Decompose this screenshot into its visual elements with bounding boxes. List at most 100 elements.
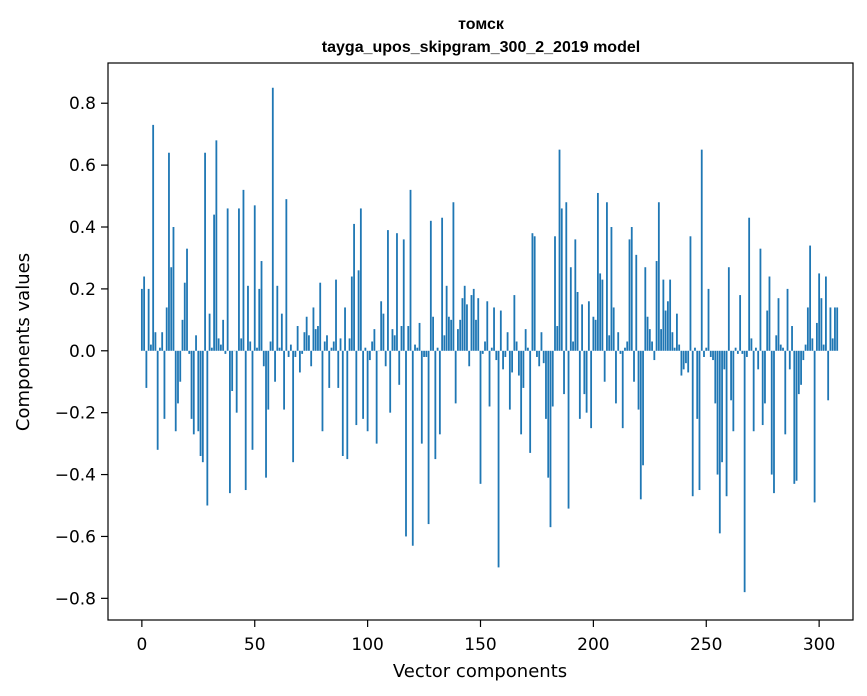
bar-component-158 — [497, 350, 500, 568]
bar-component-262 — [732, 350, 735, 432]
bar-component-98 — [362, 350, 365, 419]
bar-component-90 — [344, 307, 346, 351]
bar-component-132 — [438, 350, 441, 435]
bar-component-116 — [402, 239, 405, 351]
bar-component-195 — [581, 304, 583, 351]
bar-component-133 — [441, 217, 444, 351]
bar-component-65 — [287, 350, 290, 357]
bar-component-234 — [669, 279, 672, 351]
bar-component-171 — [527, 347, 529, 351]
bar-component-178 — [542, 350, 545, 364]
bar-component-128 — [429, 220, 432, 351]
bar-component-17 — [179, 350, 182, 382]
bar-component-82 — [326, 335, 328, 351]
bar-component-39 — [229, 350, 231, 494]
bar-component-27 — [201, 350, 204, 463]
bar-component-213 — [621, 350, 624, 429]
bar-component-282 — [777, 298, 780, 351]
bar-component-261 — [730, 350, 732, 401]
bar-component-230 — [660, 329, 663, 351]
bar-component-299 — [815, 322, 818, 351]
bar-component-271 — [752, 350, 755, 432]
bar-component-43 — [238, 208, 240, 351]
bar-component-305 — [829, 307, 832, 351]
bar-component-183 — [554, 236, 556, 351]
bar-component-239 — [680, 350, 683, 376]
bar-component-7 — [156, 350, 159, 450]
bar-component-79 — [319, 282, 322, 351]
bar-component-220 — [637, 350, 640, 410]
bar-component-107 — [382, 313, 385, 351]
bar-component-134 — [443, 335, 446, 351]
bar-component-160 — [502, 350, 504, 370]
y-tick-label: −0.4 — [55, 466, 96, 486]
bar-component-201 — [594, 319, 597, 351]
bar-component-68 — [294, 350, 297, 357]
bar-component-274 — [759, 248, 762, 351]
bar-component-121 — [414, 344, 416, 351]
bar-component-149 — [477, 298, 480, 351]
bar-component-289 — [793, 350, 796, 484]
bar-component-152 — [484, 341, 486, 351]
bar-component-304 — [827, 350, 830, 401]
bar-component-10 — [163, 350, 166, 419]
bar-component-206 — [606, 202, 608, 351]
bar-component-78 — [317, 326, 319, 351]
bar-component-76 — [312, 307, 315, 351]
bar-component-286 — [786, 288, 789, 351]
bar-component-191 — [572, 341, 574, 351]
bar-component-219 — [635, 254, 638, 351]
bar-component-120 — [411, 350, 414, 546]
bar-component-15 — [174, 350, 177, 432]
bar-component-159 — [499, 310, 502, 351]
bar-component-292 — [800, 350, 802, 385]
bar-component-208 — [610, 227, 613, 351]
bar-component-242 — [687, 350, 690, 373]
bar-component-66 — [289, 344, 292, 351]
bar-component-4 — [149, 344, 152, 351]
y-axis-ticks: 0.8 0.6 0.4 0.2 0.0 −0.2 −0.4 −0.6 −0.8 — [55, 94, 108, 609]
bar-component-42 — [235, 350, 238, 413]
bar-component-25 — [197, 350, 200, 432]
bar-component-110 — [389, 350, 392, 413]
bar-component-296 — [809, 245, 812, 351]
bar-component-177 — [540, 332, 543, 351]
bar-component-141 — [459, 319, 462, 351]
bar-component-61 — [278, 347, 281, 351]
bar-component-278 — [768, 276, 771, 351]
bar-component-306 — [831, 338, 834, 351]
bar-component-211 — [617, 332, 620, 351]
bar-component-284 — [782, 347, 784, 351]
bar-component-144 — [466, 304, 468, 351]
bar-component-8 — [159, 347, 161, 351]
bar-component-88 — [339, 338, 342, 351]
bar-component-96 — [357, 270, 360, 351]
bar-component-256 — [718, 350, 721, 534]
bar-component-297 — [811, 338, 814, 351]
bar-component-215 — [626, 341, 629, 351]
bar-component-104 — [375, 350, 378, 444]
bar-component-272 — [755, 347, 757, 351]
bar-component-30 — [208, 313, 211, 351]
bar-component-203 — [599, 273, 602, 351]
bar-component-22 — [190, 350, 193, 419]
bar-component-199 — [590, 350, 593, 429]
bar-component-64 — [285, 199, 288, 351]
bar-component-126 — [425, 350, 428, 357]
bar-component-265 — [739, 295, 742, 351]
bar-component-259 — [725, 350, 728, 497]
bar-component-163 — [508, 350, 511, 410]
bar-component-229 — [657, 202, 660, 351]
bar-component-194 — [578, 350, 581, 419]
bar-component-241 — [685, 350, 687, 364]
bar-component-72 — [303, 332, 306, 351]
bar-component-246 — [696, 350, 699, 419]
bar-component-185 — [558, 149, 561, 351]
bar-component-118 — [407, 326, 410, 351]
bar-component-236 — [673, 347, 676, 351]
bar-component-216 — [628, 239, 631, 351]
plot-frame — [107, 62, 854, 621]
y-tick-label: −0.6 — [55, 527, 96, 547]
bar-component-182 — [551, 350, 554, 407]
